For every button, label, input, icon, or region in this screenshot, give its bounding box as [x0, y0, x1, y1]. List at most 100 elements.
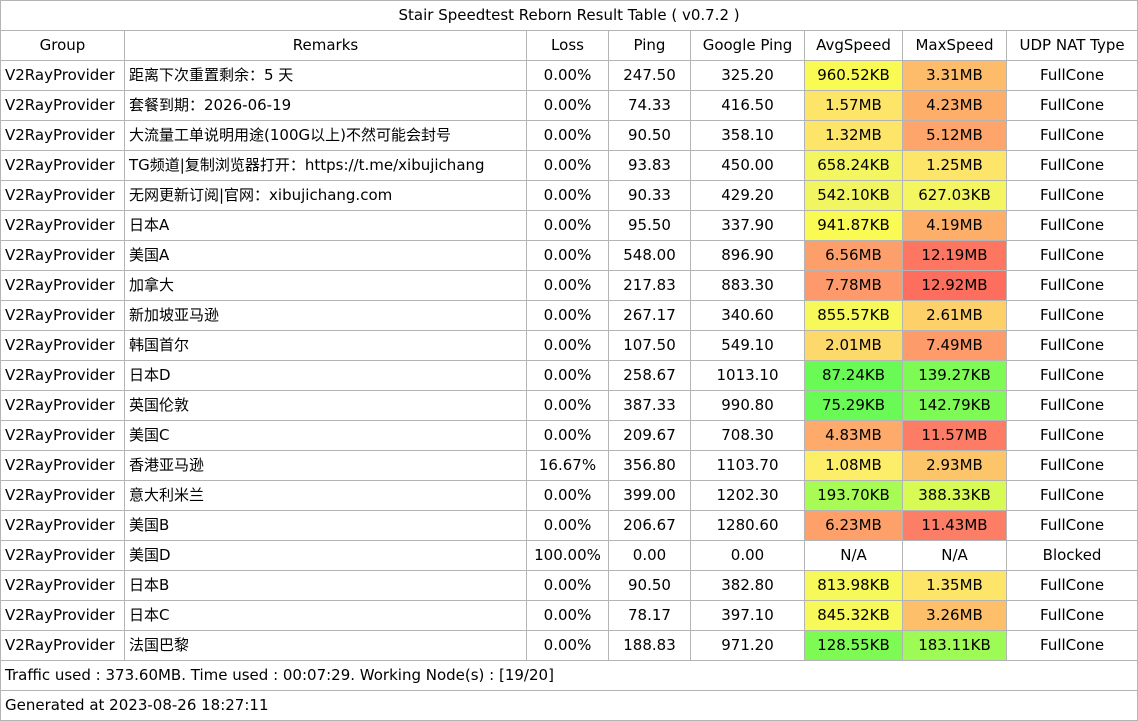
cell-loss: 0.00% [526, 300, 609, 331]
generated-timestamp: Generated at 2023-08-26 18:27:11 [0, 690, 1138, 721]
table-row: V2RayProvider 日本A 0.00% 95.50 337.90 941.87KB… [0, 210, 1138, 241]
cell-udp-nat-type: FullCone [1005, 180, 1138, 211]
cell-udp-nat-type: FullCone [1005, 60, 1138, 91]
cell-google-ping: 1013.10 [690, 360, 805, 391]
table-row: V2RayProvider 日本C 0.00% 78.17 397.10 845.32KB… [0, 600, 1138, 631]
cell-google-ping: 337.90 [690, 210, 805, 241]
table-row: V2RayProvider 美国D 100.00% 0.00 0.00 N/A N/A Blo… [0, 540, 1138, 571]
cell-avg-speed: 87.24KB [804, 360, 903, 391]
footer-generated-row: Generated at 2023-08-26 18:27:11 [0, 690, 1138, 721]
cell-udp-nat-type: FullCone [1005, 300, 1138, 331]
cell-group: V2RayProvider [0, 60, 125, 91]
cell-google-ping: 340.60 [690, 300, 805, 331]
cell-ping: 90.33 [608, 180, 691, 211]
cell-udp-nat-type: FullCone [1005, 150, 1138, 181]
table-row: V2RayProvider 日本B 0.00% 90.50 382.80 813.98KB… [0, 570, 1138, 601]
cell-remarks: 法国巴黎 [124, 630, 527, 661]
cell-udp-nat-type: FullCone [1005, 120, 1138, 151]
cell-udp-nat-type: FullCone [1005, 210, 1138, 241]
table-row: V2RayProvider 距离下次重置剩余：5 天 0.00% 247.50 325.… [0, 60, 1138, 91]
header-group: Group [0, 30, 125, 61]
cell-ping: 74.33 [608, 90, 691, 121]
cell-google-ping: 358.10 [690, 120, 805, 151]
cell-udp-nat-type: FullCone [1005, 480, 1138, 511]
cell-ping: 90.50 [608, 120, 691, 151]
cell-max-speed: N/A [902, 540, 1007, 571]
cell-max-speed: 142.79KB [902, 390, 1007, 421]
cell-udp-nat-type: FullCone [1005, 240, 1138, 271]
cell-ping: 356.80 [608, 450, 691, 481]
cell-udp-nat-type: FullCone [1005, 90, 1138, 121]
cell-google-ping: 397.10 [690, 600, 805, 631]
cell-ping: 247.50 [608, 60, 691, 91]
cell-group: V2RayProvider [0, 180, 125, 211]
cell-max-speed: 4.23MB [902, 90, 1007, 121]
cell-loss: 0.00% [526, 60, 609, 91]
table-row: V2RayProvider 套餐到期：2026-06-19 0.00% 74.33 41… [0, 90, 1138, 121]
header-udp-nat-type: UDP NAT Type [1005, 30, 1138, 61]
cell-group: V2RayProvider [0, 600, 125, 631]
cell-group: V2RayProvider [0, 450, 125, 481]
cell-max-speed: 388.33KB [902, 480, 1007, 511]
cell-ping: 78.17 [608, 600, 691, 631]
cell-udp-nat-type: FullCone [1005, 390, 1138, 421]
header-remarks: Remarks [124, 30, 527, 61]
cell-avg-speed: 7.78MB [804, 270, 903, 301]
cell-loss: 16.67% [526, 450, 609, 481]
cell-avg-speed: 1.57MB [804, 90, 903, 121]
cell-udp-nat-type: FullCone [1005, 510, 1138, 541]
table-row: V2RayProvider 英国伦敦 0.00% 387.33 990.80 75.29K… [0, 390, 1138, 421]
cell-google-ping: 1280.60 [690, 510, 805, 541]
cell-max-speed: 12.92MB [902, 270, 1007, 301]
cell-max-speed: 627.03KB [902, 180, 1007, 211]
cell-google-ping: 382.80 [690, 570, 805, 601]
cell-avg-speed: 2.01MB [804, 330, 903, 361]
cell-max-speed: 183.11KB [902, 630, 1007, 661]
cell-loss: 0.00% [526, 510, 609, 541]
cell-google-ping: 883.30 [690, 270, 805, 301]
cell-google-ping: 450.00 [690, 150, 805, 181]
cell-loss: 0.00% [526, 120, 609, 151]
cell-remarks: 意大利米兰 [124, 480, 527, 511]
cell-avg-speed: 542.10KB [804, 180, 903, 211]
cell-google-ping: 549.10 [690, 330, 805, 361]
title-row: Stair Speedtest Reborn Result Table ( v0… [0, 0, 1138, 31]
cell-max-speed: 1.35MB [902, 570, 1007, 601]
cell-google-ping: 971.20 [690, 630, 805, 661]
table-row: V2RayProvider 大流量工单说明用途(100G以上)不然可能会封号 0.0… [0, 120, 1138, 151]
cell-loss: 0.00% [526, 600, 609, 631]
cell-max-speed: 2.93MB [902, 450, 1007, 481]
cell-group: V2RayProvider [0, 420, 125, 451]
cell-max-speed: 1.25MB [902, 150, 1007, 181]
cell-max-speed: 2.61MB [902, 300, 1007, 331]
cell-group: V2RayProvider [0, 360, 125, 391]
header-avg-speed: AvgSpeed [804, 30, 903, 61]
cell-remarks: 套餐到期：2026-06-19 [124, 90, 527, 121]
cell-max-speed: 7.49MB [902, 330, 1007, 361]
table-row: V2RayProvider 无网更新订阅|官网：xibujichang.com 0.… [0, 180, 1138, 211]
cell-group: V2RayProvider [0, 480, 125, 511]
cell-avg-speed: N/A [804, 540, 903, 571]
header-ping: Ping [608, 30, 691, 61]
table-row: V2RayProvider TG频道|复制浏览器打开：https://t.me/x… [0, 150, 1138, 181]
cell-ping: 267.17 [608, 300, 691, 331]
cell-avg-speed: 855.57KB [804, 300, 903, 331]
cell-google-ping: 0.00 [690, 540, 805, 571]
cell-ping: 90.50 [608, 570, 691, 601]
cell-max-speed: 5.12MB [902, 120, 1007, 151]
cell-group: V2RayProvider [0, 300, 125, 331]
cell-loss: 0.00% [526, 210, 609, 241]
cell-ping: 188.83 [608, 630, 691, 661]
cell-google-ping: 416.50 [690, 90, 805, 121]
cell-udp-nat-type: FullCone [1005, 420, 1138, 451]
header-row: Group Remarks Loss Ping Google Ping AvgS… [0, 30, 1138, 61]
cell-group: V2RayProvider [0, 150, 125, 181]
cell-group: V2RayProvider [0, 330, 125, 361]
cell-udp-nat-type: FullCone [1005, 330, 1138, 361]
table-row: V2RayProvider 新加坡亚马逊 0.00% 267.17 340.60 855.… [0, 300, 1138, 331]
cell-google-ping: 990.80 [690, 390, 805, 421]
cell-group: V2RayProvider [0, 630, 125, 661]
cell-max-speed: 139.27KB [902, 360, 1007, 391]
cell-udp-nat-type: FullCone [1005, 600, 1138, 631]
